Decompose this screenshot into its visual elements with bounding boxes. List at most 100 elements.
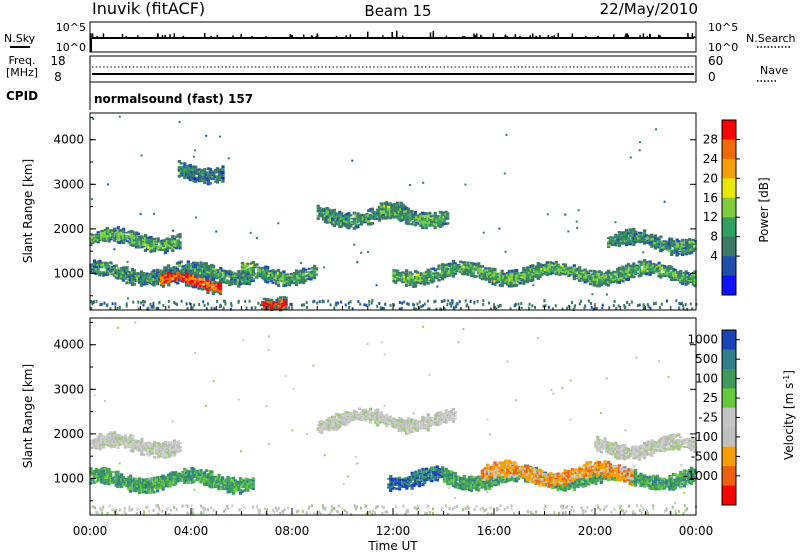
rti-cell <box>664 274 668 277</box>
rti-cell <box>402 217 407 220</box>
rti-cell <box>179 272 183 275</box>
rti-cell <box>453 482 457 486</box>
rti-cell <box>248 482 252 485</box>
rti-cell <box>614 270 618 273</box>
rti-cell <box>502 276 506 279</box>
rti-cell <box>619 267 623 270</box>
rti-cell <box>405 482 409 485</box>
rti-cell <box>455 271 459 273</box>
rti-cell <box>222 269 227 272</box>
rti-cell <box>412 473 416 476</box>
rti-cell <box>122 443 126 446</box>
rti-cell <box>385 213 389 217</box>
rti-cell <box>527 276 531 280</box>
rti-cell <box>248 280 252 283</box>
nsky-spike <box>96 36 98 38</box>
rti-cell <box>438 222 443 226</box>
rti-cell <box>556 269 560 272</box>
rti-cell <box>140 241 144 245</box>
rti-cell <box>532 270 537 273</box>
rti-cell <box>358 415 362 418</box>
rti-cell <box>406 213 410 217</box>
rti-cell <box>206 273 210 276</box>
ground-scatter-cell <box>389 303 392 307</box>
rti-cell <box>419 427 423 430</box>
ground-scatter-cell <box>363 303 366 307</box>
rti-cell <box>628 275 632 279</box>
rti-cell <box>691 274 695 277</box>
rti-cell <box>176 239 180 242</box>
rti-cell <box>668 243 672 247</box>
rti-cell <box>119 485 124 488</box>
rti-cell <box>444 217 448 221</box>
rti-cell <box>615 281 620 284</box>
rti-cell <box>417 278 421 281</box>
rti-cell <box>156 476 160 479</box>
rti-cell <box>423 481 427 485</box>
rti-cell <box>183 481 187 484</box>
rti-cell <box>109 436 113 440</box>
rti-cell <box>134 280 138 283</box>
rti-cell <box>165 475 169 478</box>
rti-cell <box>596 284 600 288</box>
ground-scatter-cell <box>244 299 247 303</box>
rti-cell <box>612 237 616 240</box>
nsky-spike <box>102 33 105 38</box>
rti-cell <box>439 276 443 279</box>
rti-cell <box>114 437 119 440</box>
rti-cell <box>657 269 661 273</box>
rti-cell <box>408 283 412 286</box>
rti-cell <box>284 278 288 282</box>
rti-cell <box>298 281 302 284</box>
rti-cell <box>181 277 185 280</box>
rti-cell <box>525 280 530 284</box>
y-tick-label: 4000 <box>53 133 84 147</box>
rti-cell <box>399 280 403 282</box>
rti-cell <box>178 246 182 250</box>
rti-cell <box>641 235 645 237</box>
rti-cell <box>498 278 503 282</box>
rti-cell <box>119 473 124 476</box>
rti-cell <box>451 268 456 272</box>
rti-cell <box>237 269 241 273</box>
rti-cell <box>415 429 420 432</box>
rti-cell <box>410 474 414 478</box>
rti-cell <box>623 271 627 274</box>
rti-cell <box>383 204 387 208</box>
rti-cell <box>171 444 175 447</box>
rti-cell <box>633 268 638 270</box>
rti-cell <box>615 239 620 241</box>
rti-cell <box>121 268 126 272</box>
rti-cell <box>228 283 232 286</box>
rti-cell <box>134 231 139 235</box>
rti-cell <box>186 270 191 273</box>
rti-cell <box>367 222 371 226</box>
rti-cell <box>251 260 255 264</box>
rti-cell <box>439 272 443 275</box>
rti-cell <box>219 275 223 279</box>
rti-cell <box>659 275 663 279</box>
nave-label: Nave <box>760 64 788 77</box>
rti-cell <box>89 447 93 450</box>
rti-cell <box>139 487 144 489</box>
ground-scatter-cell <box>459 306 462 310</box>
rti-cell <box>158 443 162 446</box>
rti-cell <box>377 413 382 416</box>
scatter-cell <box>172 229 175 232</box>
rti-cell <box>221 176 225 180</box>
rti-cell <box>453 262 457 265</box>
rti-cell <box>453 474 457 478</box>
rti-cell <box>96 272 100 275</box>
rti-cell <box>352 211 356 215</box>
rti-cell <box>444 409 448 412</box>
rti-cell <box>129 238 133 241</box>
rti-cell <box>289 280 293 283</box>
rti-cell <box>183 170 187 174</box>
rti-cell <box>358 218 362 220</box>
rti-cell <box>229 487 234 490</box>
rti-cell <box>448 480 452 483</box>
rti-cell <box>390 425 394 428</box>
rti-cell <box>480 479 484 482</box>
rti-cell <box>262 268 266 272</box>
